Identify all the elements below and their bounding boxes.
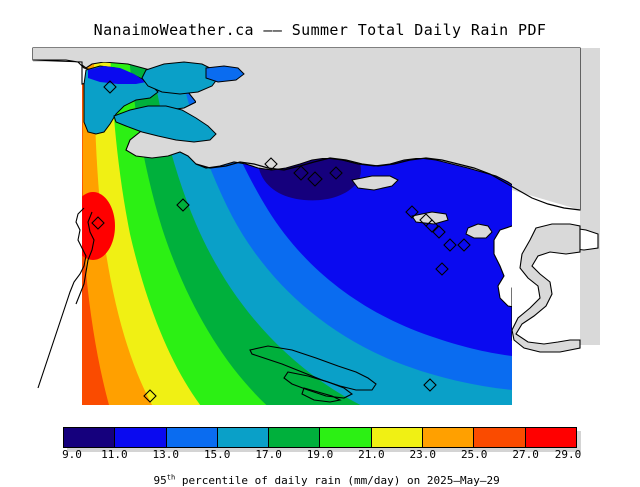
colorbar-swatches [63,427,577,448]
island-cluster-ne [465,223,493,239]
station-marker [307,171,323,187]
contour-band-27-29 [82,192,115,260]
station-marker [432,225,446,239]
station-marker [329,166,343,180]
colorbar-segment-8 [474,428,526,447]
colorbar-segment-0 [64,428,116,447]
coastline-west-inner [75,211,95,305]
land-east-lower [511,223,581,353]
colorbar-tick-27.0: 27.0 [512,448,539,461]
inlet-water-west-deep [88,66,146,84]
station-marker [405,205,419,219]
colorbar-tick-21.0: 21.0 [358,448,385,461]
colorbar-segment-1 [115,428,167,447]
colorbar-segment-3 [217,428,270,447]
island-spit-south [301,387,342,403]
colorbar-tick-25.0: 25.0 [460,448,488,461]
station-marker [176,198,190,212]
caption-prefix: 95 [153,474,167,487]
colorbar-segment-7 [423,428,475,447]
station-marker [435,262,449,276]
colorbar [63,427,581,452]
colorbar-segment-6 [371,428,424,447]
land-mask-east [512,48,580,210]
station-marker [264,157,278,171]
caption-superscript: th [166,473,176,482]
station-marker [425,219,439,233]
lagoon-northeast [351,175,399,191]
station-marker [443,238,457,252]
colorbar-tick-9.0: 9.0 [62,448,82,461]
colorbar-tick-29.0: 29.0 [554,448,582,461]
caption-suffix: percentile of daily rain (mm/day) on 202… [175,474,500,487]
rainfall-contour-map [0,40,640,415]
station-marker [143,389,157,403]
station-marker [423,378,437,392]
station-marker [457,238,471,252]
colorbar-tick-23.0: 23.0 [409,448,437,461]
colorbar-segment-2 [166,428,218,447]
contour-band-23-25 [82,48,153,405]
colorbar-caption: 95th percentile of daily rain (mm/day) o… [0,461,640,487]
colorbar-tick-19.0: 19.0 [306,448,334,461]
island-long-south-2 [283,371,354,399]
land-mask-nw-strip [33,48,203,62]
station-marker [293,165,309,181]
coastline-west [37,207,87,389]
colorbar-tick-13.0: 13.0 [152,448,180,461]
coastline-north-shore [195,157,581,211]
colorbar-tick-15.0: 15.0 [203,448,231,461]
inlet-water-central [113,105,217,143]
inlet-water-lake-arm [205,65,245,83]
colorbar-tick-labels: 9.0 11.0 13.0 15.0 17.0 19.0 21.0 23.0 25.0 27.0 2… [62,448,581,462]
colorbar-segment-5 [320,428,372,447]
page-title: NanaimoWeather.ca —— Summer Total Daily … [93,21,547,39]
inlet-water-lake [141,61,219,95]
station-marker [91,216,105,230]
colorbar-segment-4 [269,428,321,447]
map-panel [0,40,640,415]
colorbar-segment-9 [525,428,576,447]
station-marker [103,80,117,94]
contour-band-25-27 [82,48,110,405]
station-markers [91,80,471,403]
island-long-south [249,345,377,391]
colorbar-tick-11.0: 11.0 [101,448,128,461]
colorbar-tick-17.0: 17.0 [255,448,282,461]
